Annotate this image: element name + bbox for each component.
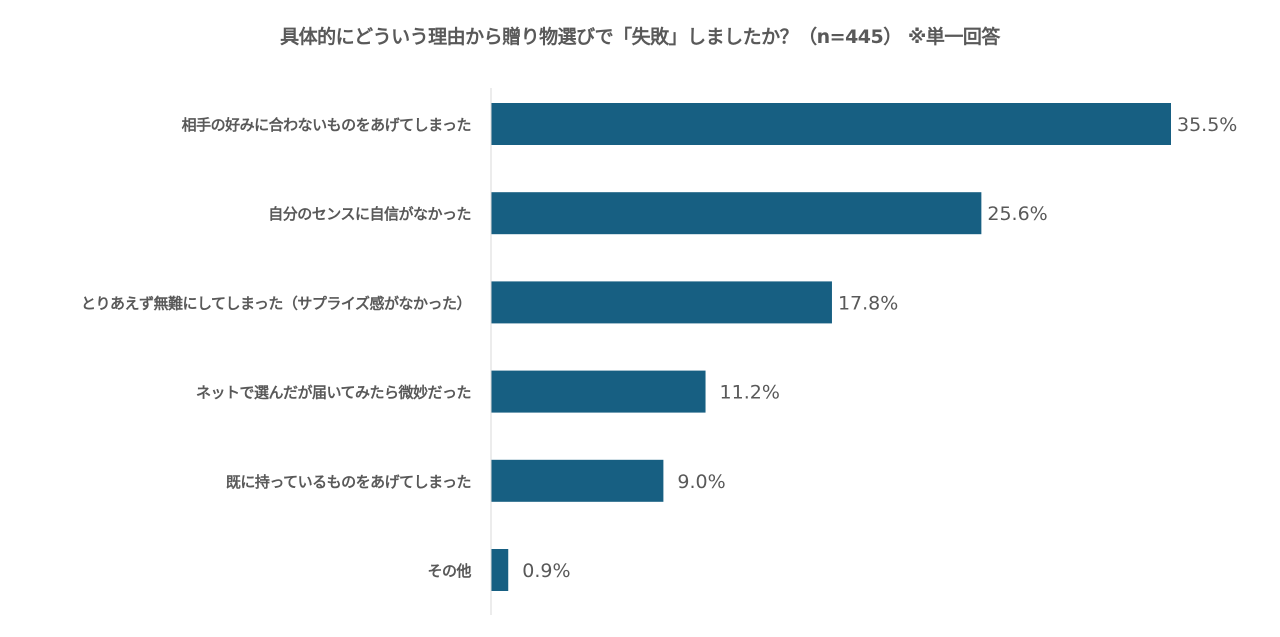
data-label: 9.0% <box>677 471 725 493</box>
data-label: 0.9% <box>522 560 570 582</box>
bar <box>491 192 982 235</box>
bar <box>491 549 509 591</box>
data-label: 25.6% <box>987 203 1047 225</box>
chart-title: 具体的にどういう理由から贈り物選びで「失敗」しましたか？（n=445） ※単一回… <box>280 26 1000 48</box>
data-label: 11.2% <box>720 382 780 404</box>
bar <box>491 370 706 413</box>
category-label: 自分のセンスに自信がなかった <box>268 205 471 223</box>
category-label: ネットで選んだが届いてみたら微妙だった <box>196 384 471 402</box>
category-label: とりあえず無難にしてしまった（サプライズ感がなかった） <box>81 294 471 312</box>
category-label: 相手の好みに合わないものをあげてしまった <box>182 116 471 134</box>
data-label: 17.8% <box>838 292 898 314</box>
bar <box>491 281 832 324</box>
bar <box>491 459 664 502</box>
data-label: 35.5% <box>1177 114 1237 136</box>
category-label: その他 <box>427 562 471 580</box>
category-label: 既に持っているものをあげてしまった <box>226 473 471 491</box>
bar <box>491 103 1171 145</box>
